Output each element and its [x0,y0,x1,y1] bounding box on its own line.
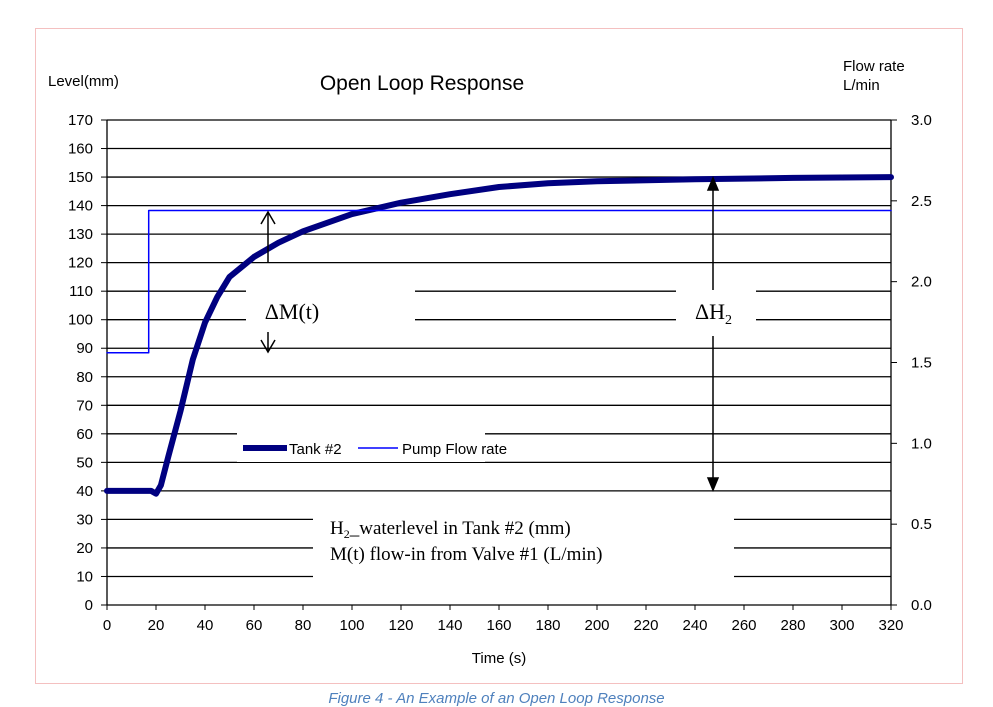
annotation-background [676,282,756,340]
x-tick-label: 100 [339,617,364,634]
y2-axis-label-line2: L/min [843,77,880,94]
x-tick-label: 60 [246,617,263,634]
series-tank2-line [104,174,894,497]
x-tick-label: 300 [829,617,854,634]
x-tick-label: 240 [682,617,707,634]
y-axis-label: Level(mm) [48,73,119,90]
y2-tick-label: 1.0 [911,435,932,452]
y-tick-label: 100 [68,312,93,329]
y-tick-label: 140 [68,198,93,215]
x-tick-label: 120 [388,617,413,634]
x-tick-label: 20 [148,617,165,634]
delta-m-label: ΔM(t) [265,299,319,324]
note-h2-waterlevel: H2_waterlevel in Tank #2 (mm) [330,518,571,541]
y-tick-label: 130 [68,226,93,243]
x-tick-label: 200 [584,617,609,634]
x-tick-label: 40 [197,617,214,634]
y2-tick-label: 0.5 [911,516,932,533]
y-tick-label: 40 [76,483,93,500]
y-tick-label: 0 [85,597,93,614]
y-tick-label: 30 [76,511,93,528]
x-tick-label: 260 [731,617,756,634]
y-tick-label: 10 [76,568,93,585]
x-tick-label: 320 [878,617,903,634]
y2-tick-label: 2.0 [911,274,932,291]
y-tick-label: 120 [68,255,93,272]
y-tick-label: 80 [76,369,93,386]
note-mt-flow: M(t) flow-in from Valve #1 (L/min) [330,544,602,565]
series-pump-flow-line [106,209,892,354]
x-axis-label: Time (s) [472,650,526,667]
x-tick-label: 180 [535,617,560,634]
delta-h2-arrow [706,176,720,492]
y-tick-label: 70 [76,397,93,414]
x-tick-label: 160 [486,617,511,634]
annotation-background [246,282,415,340]
legend-label-tank2: Tank #2 [289,441,342,458]
annotation-background [313,508,734,590]
legend-label-pump: Pump Flow rate [402,441,507,458]
x-tick-label: 140 [437,617,462,634]
y2-tick-label: 3.0 [911,112,932,129]
x-tick-label: 220 [633,617,658,634]
x-tick-label: 0 [103,617,111,634]
y-tick-label: 170 [68,112,93,129]
y-tick-label: 160 [68,141,93,158]
y2-tick-label: 1.5 [911,355,932,372]
x-tick-label: 280 [780,617,805,634]
chart-title: Open Loop Response [320,72,524,95]
annotation-background [237,426,485,462]
delta-h2-label: ΔH2 [695,299,732,328]
y-tick-label: 20 [76,540,93,557]
y-tick-label: 60 [76,426,93,443]
y2-axis-label-line1: Flow rate [843,58,905,75]
y-tick-label: 110 [69,283,93,300]
x-tick-label: 80 [295,617,312,634]
figure-caption: Figure 4 - An Example of an Open Loop Re… [328,690,665,707]
delta-m-arrow [260,210,276,354]
y-tick-label: 90 [76,340,93,357]
y2-tick-label: 2.5 [911,193,932,210]
y-tick-label: 150 [68,169,93,186]
y2-tick-label: 0.0 [911,597,932,614]
y-tick-label: 50 [76,454,93,471]
